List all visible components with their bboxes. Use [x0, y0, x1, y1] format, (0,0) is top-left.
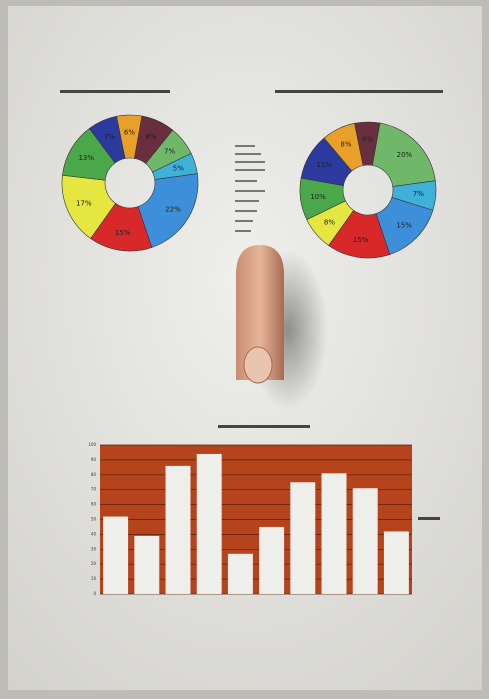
bar: [103, 517, 128, 594]
value-label: 20%: [397, 151, 413, 159]
bar: [259, 527, 284, 594]
value-label: 8%: [145, 133, 156, 141]
y-tick-label: 100: [88, 442, 96, 447]
bar: [134, 536, 159, 594]
fingernail: [244, 347, 272, 383]
legend-placeholder: [418, 517, 440, 520]
y-tick-label: 50: [91, 517, 97, 522]
bar: [353, 488, 378, 594]
page: 6% 8% 7% 5% 22% 15% 17% 13% 7% 6% 20% 7% 15% 15% 8% 10%…: [0, 0, 489, 695]
value-label: 10%: [310, 193, 326, 201]
title-placeholder: [60, 90, 170, 93]
y-tick-label: 80: [91, 472, 97, 477]
y-tick-label: 60: [91, 502, 97, 507]
y-tick-label: 20: [91, 561, 97, 566]
bar: [290, 482, 315, 594]
title-placeholder: [275, 90, 443, 93]
value-label: 8%: [340, 141, 351, 149]
value-label: 7%: [164, 148, 175, 156]
bar: [166, 466, 191, 594]
y-tick-label: 90: [91, 457, 97, 462]
value-label: 13%: [78, 154, 94, 162]
value-label: 22%: [165, 206, 181, 214]
value-label: 11%: [316, 161, 332, 169]
photo: 6% 8% 7% 5% 22% 15% 17% 13% 7% 6% 20% 7% 15% 15% 8% 10%…: [0, 0, 489, 695]
y-tick-label: 10: [91, 576, 97, 581]
bar: [322, 473, 347, 594]
y-tick-label: 70: [91, 487, 97, 492]
bar: [384, 531, 409, 594]
value-label: 8%: [324, 219, 335, 227]
value-label: 7%: [104, 133, 115, 141]
value-label: 15%: [115, 229, 131, 237]
value-label: 15%: [396, 221, 412, 229]
y-tick-label: 40: [91, 531, 97, 536]
title-placeholder: [218, 425, 310, 428]
bar: [197, 454, 222, 594]
value-label: 6%: [124, 129, 135, 137]
value-label: 7%: [413, 190, 424, 198]
value-label: 6%: [362, 136, 373, 144]
value-label: 5%: [173, 164, 184, 172]
bar: [228, 554, 253, 594]
y-tick-label: 30: [91, 546, 97, 551]
value-label: 17%: [76, 200, 92, 208]
value-label: 15%: [353, 236, 369, 244]
